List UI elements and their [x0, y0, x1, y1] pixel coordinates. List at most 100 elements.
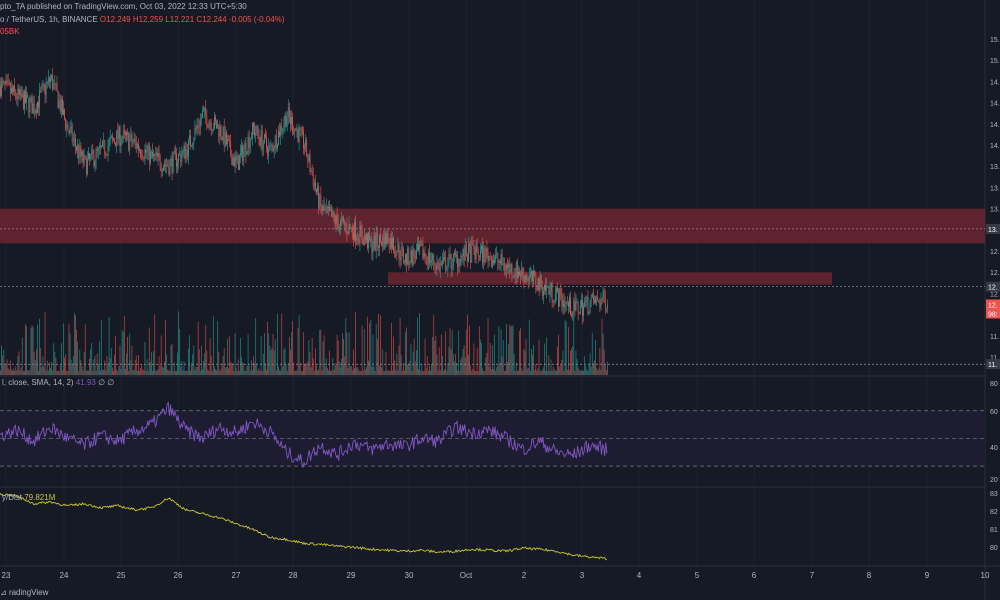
candle-body	[47, 77, 49, 83]
volume-bar	[62, 370, 63, 375]
candle-body	[254, 127, 255, 136]
ohlc-values: O12.249 H12.259 L12.221 C12.244 -0.005 (…	[99, 15, 285, 24]
volume-bar	[54, 352, 56, 375]
volume-bar	[405, 332, 406, 375]
candle-body	[136, 143, 138, 148]
candle-body	[337, 222, 339, 231]
volume-bar	[564, 319, 566, 375]
volume-bar	[171, 343, 173, 375]
candle-body	[96, 149, 98, 151]
resistance-zone-upper	[0, 208, 985, 244]
volume-bar	[534, 369, 536, 375]
volume-bar	[65, 354, 67, 375]
rsi-tick-label: 40	[990, 445, 998, 452]
candle-body	[281, 125, 283, 132]
candle-body	[421, 243, 423, 246]
volume-bar	[174, 370, 176, 375]
candle-body	[304, 148, 305, 149]
volume-bar	[22, 370, 24, 375]
volume-bar	[386, 369, 388, 375]
candle-body	[512, 275, 514, 277]
candle-body	[344, 221, 346, 226]
volume-bar	[88, 370, 89, 375]
volume-bar	[2, 355, 4, 375]
candle-body	[564, 304, 566, 308]
candle-body	[515, 262, 517, 278]
candle-body	[117, 130, 119, 139]
volume-bar	[337, 340, 339, 375]
candle-body	[53, 83, 55, 90]
candle-body	[3, 81, 5, 83]
volume-bar	[184, 370, 186, 375]
candle-body	[233, 157, 235, 167]
candle-body	[262, 142, 264, 150]
candle-body	[596, 296, 597, 298]
volume-bar	[33, 352, 35, 375]
volume-bar	[161, 366, 163, 375]
volume-bar	[80, 360, 82, 375]
volume-bar	[126, 353, 127, 375]
volume-bar	[83, 351, 85, 375]
candle-body	[562, 300, 564, 307]
volume-bar	[15, 366, 17, 375]
volume-bar	[130, 360, 132, 375]
volume-bar	[401, 370, 403, 375]
volume-bar	[203, 360, 204, 375]
volume-bar	[400, 355, 402, 375]
candle-body	[339, 220, 341, 227]
candle-body	[341, 218, 342, 221]
candle-body	[16, 97, 18, 100]
time-tick-label: 28	[289, 571, 298, 580]
volume-bar	[6, 359, 8, 375]
candle-body	[600, 299, 602, 308]
time-tick-label: 4	[637, 571, 642, 580]
candle-body	[552, 300, 554, 303]
volume-bar	[545, 370, 546, 375]
rsi-tick-label: 20	[990, 477, 998, 484]
candle-body	[69, 127, 71, 133]
volume-bar	[191, 362, 193, 375]
candle-body	[42, 84, 44, 87]
volume-bar	[377, 313, 379, 375]
volume-bar	[367, 316, 368, 375]
volume-bar	[395, 369, 397, 375]
candle-body	[387, 233, 389, 243]
volume-bar	[273, 350, 275, 375]
candle-body	[50, 78, 51, 83]
volume-bar	[189, 335, 190, 375]
candle-body	[604, 298, 606, 309]
rsi-line	[0, 401, 608, 468]
candle-body	[146, 151, 148, 153]
rsi-tick-label: 80	[990, 381, 998, 388]
candle-body	[547, 286, 549, 288]
candle-body	[26, 94, 27, 103]
volume-bar	[76, 329, 77, 375]
volume-bar	[363, 328, 365, 375]
volume-bar	[240, 338, 241, 375]
candle-body	[29, 99, 31, 113]
volume-bar	[345, 318, 347, 375]
candle-body	[241, 145, 242, 153]
volume-bar	[455, 354, 456, 375]
candle-body	[551, 283, 553, 301]
volume-bar	[304, 363, 305, 375]
volume-bar	[40, 347, 42, 375]
volume-bar	[373, 366, 375, 375]
candle-body	[24, 90, 25, 109]
candle-body	[308, 154, 310, 162]
candle-body	[370, 238, 372, 241]
candle-body	[267, 147, 269, 156]
candle-body	[569, 297, 570, 307]
volume-bar	[146, 359, 148, 375]
candle-body	[109, 137, 111, 141]
volume-bar	[398, 345, 400, 375]
candle-body	[98, 146, 100, 148]
candle-body	[268, 145, 270, 156]
candle-body	[377, 245, 379, 248]
candle-body	[524, 275, 526, 282]
volume-bars	[0, 311, 608, 375]
volume-bar	[336, 334, 338, 375]
volume-bar	[440, 334, 442, 375]
candle-body	[465, 245, 467, 257]
